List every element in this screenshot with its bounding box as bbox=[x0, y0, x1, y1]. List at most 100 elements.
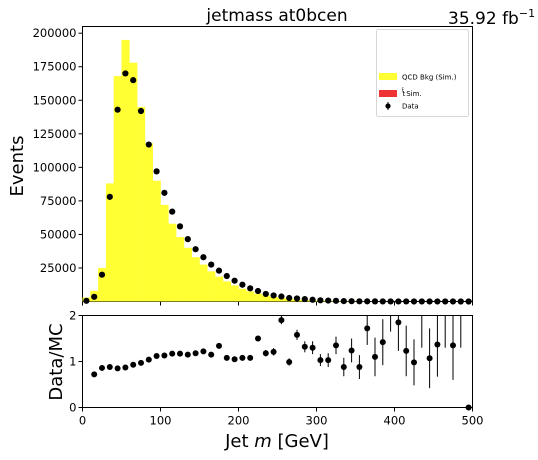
ratio-point bbox=[262, 350, 269, 357]
y-tick-label: 200000 bbox=[33, 26, 77, 40]
data-point bbox=[403, 298, 410, 305]
y-tick-label: 25000 bbox=[40, 261, 77, 275]
ratio-point bbox=[465, 404, 472, 411]
ratio-point bbox=[99, 364, 105, 371]
qcd-bar bbox=[261, 295, 270, 302]
ratio-point bbox=[200, 348, 207, 355]
data-point bbox=[153, 168, 160, 175]
data-point bbox=[465, 298, 472, 305]
ratio-point bbox=[114, 365, 121, 372]
x-tick-label: 200 bbox=[228, 414, 250, 428]
ratio-point bbox=[294, 331, 300, 338]
data-point bbox=[286, 294, 293, 302]
ratio-point bbox=[153, 352, 160, 359]
y-tick-label: 50000 bbox=[40, 227, 77, 241]
ratio-point bbox=[379, 339, 386, 346]
ratio-point bbox=[231, 356, 238, 363]
data-point bbox=[176, 223, 184, 230]
qcd-bar bbox=[199, 264, 208, 302]
x-axis-label: Jet m [GeV] bbox=[224, 431, 329, 452]
data-point bbox=[371, 298, 379, 305]
ratio-point bbox=[239, 354, 246, 361]
data-point bbox=[254, 287, 262, 295]
ratio-point bbox=[286, 358, 293, 365]
ratio-point bbox=[184, 351, 191, 358]
ratio-point bbox=[130, 361, 137, 368]
data-point bbox=[114, 106, 121, 113]
legend-label-ttbar: tt̄ Sim. bbox=[402, 87, 422, 98]
qcd-bar bbox=[176, 237, 185, 302]
chart-title: jetmass at0bcen bbox=[205, 6, 347, 26]
data-point bbox=[449, 298, 457, 305]
data-point bbox=[208, 261, 215, 268]
ratio-point bbox=[325, 357, 332, 364]
ratio-point bbox=[364, 325, 371, 332]
legend-label-data: Data bbox=[402, 103, 419, 111]
qcd-bar bbox=[129, 62, 138, 302]
ratio-point bbox=[91, 371, 98, 378]
data-point bbox=[364, 298, 371, 305]
ratio-point bbox=[340, 364, 347, 371]
qcd-bar bbox=[215, 276, 224, 302]
ratio-point bbox=[450, 342, 456, 349]
data-point bbox=[332, 297, 340, 304]
data-point bbox=[130, 77, 137, 84]
ratio-point bbox=[192, 350, 199, 357]
data-point bbox=[192, 246, 199, 253]
data-point bbox=[325, 297, 332, 304]
y-axis-label: Events bbox=[7, 136, 28, 197]
legend-box bbox=[376, 29, 469, 117]
data-point bbox=[278, 293, 285, 300]
data-point bbox=[442, 298, 449, 305]
ratio-y-tick-label: 1 bbox=[69, 355, 76, 369]
ratio-point bbox=[216, 342, 222, 349]
x-tick-label: 500 bbox=[462, 414, 484, 428]
ratio-point bbox=[403, 347, 410, 354]
ratio-point bbox=[169, 350, 176, 357]
data-point bbox=[106, 193, 113, 200]
ratio-point bbox=[348, 347, 355, 354]
data-point bbox=[379, 298, 386, 305]
ratio-point bbox=[317, 357, 324, 364]
legend-marker-data bbox=[385, 102, 391, 110]
legend-swatch-qcd bbox=[379, 73, 397, 80]
qcd-bar bbox=[113, 76, 122, 302]
data-point bbox=[317, 297, 324, 304]
qcd-bar bbox=[168, 223, 177, 302]
ratio-point bbox=[161, 352, 168, 359]
ratio-point bbox=[309, 344, 316, 351]
ratio-point bbox=[426, 355, 433, 362]
ratio-point bbox=[411, 359, 417, 366]
ratio-point bbox=[208, 351, 215, 358]
qcd-background-bars bbox=[82, 39, 473, 302]
data-point bbox=[340, 297, 347, 305]
data-point bbox=[161, 189, 168, 196]
ratio-point bbox=[356, 364, 363, 371]
data-point bbox=[169, 208, 176, 215]
qcd-bar bbox=[183, 247, 192, 302]
qcd-bar bbox=[254, 293, 263, 302]
ratio-point bbox=[270, 348, 277, 355]
data-point bbox=[223, 272, 230, 280]
main-histogram-panel: 25000 50000 75000 100000 125000 150000 175000 2… bbox=[7, 26, 473, 306]
data-point bbox=[410, 298, 418, 305]
y-tick-label: 75000 bbox=[40, 194, 77, 208]
y-tick-label: 150000 bbox=[33, 93, 77, 107]
qcd-bar bbox=[230, 285, 239, 302]
data-point bbox=[309, 296, 316, 303]
data-point bbox=[239, 281, 246, 288]
data-point bbox=[231, 277, 238, 284]
data-point bbox=[395, 298, 402, 305]
ratio-point bbox=[372, 353, 378, 360]
data-point bbox=[262, 290, 269, 298]
data-point bbox=[426, 298, 433, 305]
qcd-bar bbox=[207, 271, 216, 302]
qcd-bar bbox=[246, 291, 255, 302]
data-point bbox=[418, 298, 425, 305]
ratio-point bbox=[145, 356, 152, 363]
qcd-bar bbox=[152, 180, 161, 302]
qcd-bar bbox=[144, 143, 153, 302]
data-point bbox=[293, 295, 301, 302]
ratio-point bbox=[395, 319, 402, 326]
x-tick-label: 0 bbox=[79, 414, 86, 428]
